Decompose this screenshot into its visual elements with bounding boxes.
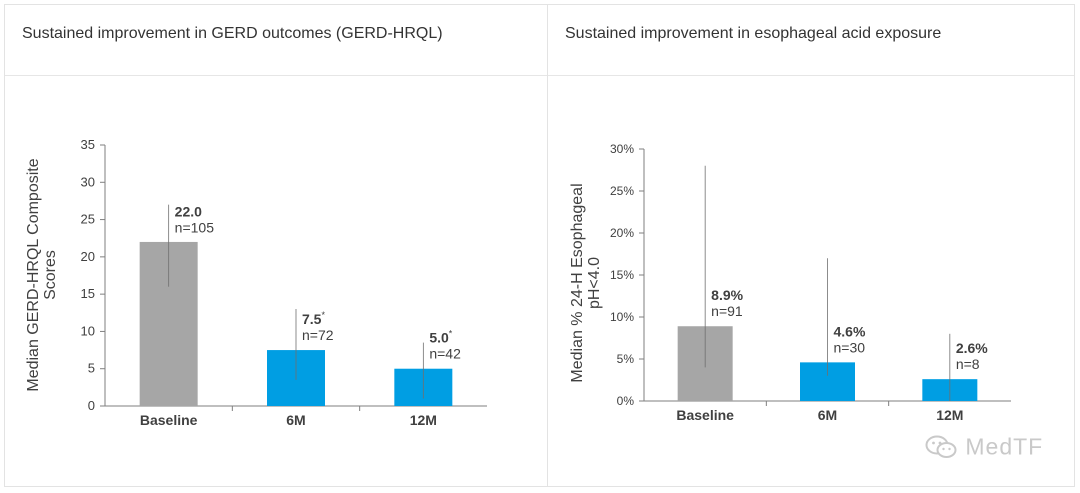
y-tick-label: 5% <box>617 352 635 366</box>
gerd-hrql-bar-chart: 0 5 10 15 20 25 30 35 Median GERD-HRQL Composite… <box>25 137 487 428</box>
x-category-label: 12M <box>410 412 437 428</box>
watermark: MedTF <box>925 432 1043 460</box>
x-category-label: 6M <box>818 407 837 423</box>
significance-marker: * <box>449 329 453 339</box>
y-tick-label: 10% <box>610 310 634 324</box>
data-value-label: 7.5* <box>302 310 325 327</box>
data-value-label: 4.6% <box>834 323 866 339</box>
y-tick-label: 15 <box>81 286 95 301</box>
panel-header: Sustained improvement in GERD outcomes (… <box>5 5 547 76</box>
n-label: n=42 <box>429 346 461 362</box>
acid-exposure-bar-chart: 0% 5% 10% 15% 20% 25% 30% Median % 24-H Esophag… <box>569 142 1011 423</box>
x-category-label: Baseline <box>140 412 198 428</box>
x-category-label: 6M <box>286 412 305 428</box>
watermark-text: MedTF <box>965 433 1044 460</box>
panel-title: Sustained improvement in esophageal acid… <box>565 25 942 42</box>
data-value-label: 5.0* <box>429 329 452 346</box>
y-tick-label: 30 <box>81 174 95 189</box>
y-tick-label: 15% <box>610 268 634 282</box>
y-tick-label: 10 <box>81 323 95 338</box>
y-tick-label: 30% <box>610 142 634 156</box>
y-tick-label: 5 <box>88 361 95 376</box>
significance-marker: * <box>321 310 325 320</box>
wechat-icon <box>925 435 957 458</box>
n-label: n=8 <box>956 356 980 372</box>
n-label: n=72 <box>302 327 334 343</box>
y-axis-title-line: Median % 24-H Esophageal <box>569 183 586 382</box>
data-value-label: 22.0 <box>175 204 202 220</box>
n-label: n=91 <box>711 303 743 319</box>
y-tick-label: 20 <box>81 249 95 264</box>
chart-panel-acid-exposure: Sustained improvement in esophageal acid… <box>547 4 1075 487</box>
panel-title: Sustained improvement in GERD outcomes (… <box>22 25 443 42</box>
y-axis-title: Median % 24-H EsophagealpH<4.0 <box>569 183 603 382</box>
data-value-label: 2.6% <box>956 340 988 356</box>
y-axis-title-line: pH<4.0 <box>586 257 603 309</box>
y-tick-label: 35 <box>81 137 95 152</box>
n-label: n=30 <box>834 339 866 355</box>
data-value-label: 8.9% <box>711 287 743 303</box>
y-tick-label: 0 <box>88 398 95 413</box>
chart-panel-gerd-hrql: Sustained improvement in GERD outcomes (… <box>4 4 548 487</box>
y-tick-label: 20% <box>610 226 634 240</box>
y-axis-title: Median GERD-HRQL CompositeScores <box>25 158 59 391</box>
y-tick-label: 25 <box>81 212 95 227</box>
x-category-label: 12M <box>936 407 963 423</box>
y-tick-label: 0% <box>617 394 635 408</box>
panel-header: Sustained improvement in esophageal acid… <box>548 5 1074 76</box>
y-axis-title-line: Scores <box>42 250 59 300</box>
n-label: n=105 <box>175 220 215 236</box>
x-category-label: Baseline <box>676 407 734 423</box>
y-tick-label: 25% <box>610 184 634 198</box>
y-axis-title-line: Median GERD-HRQL Composite <box>25 158 42 391</box>
